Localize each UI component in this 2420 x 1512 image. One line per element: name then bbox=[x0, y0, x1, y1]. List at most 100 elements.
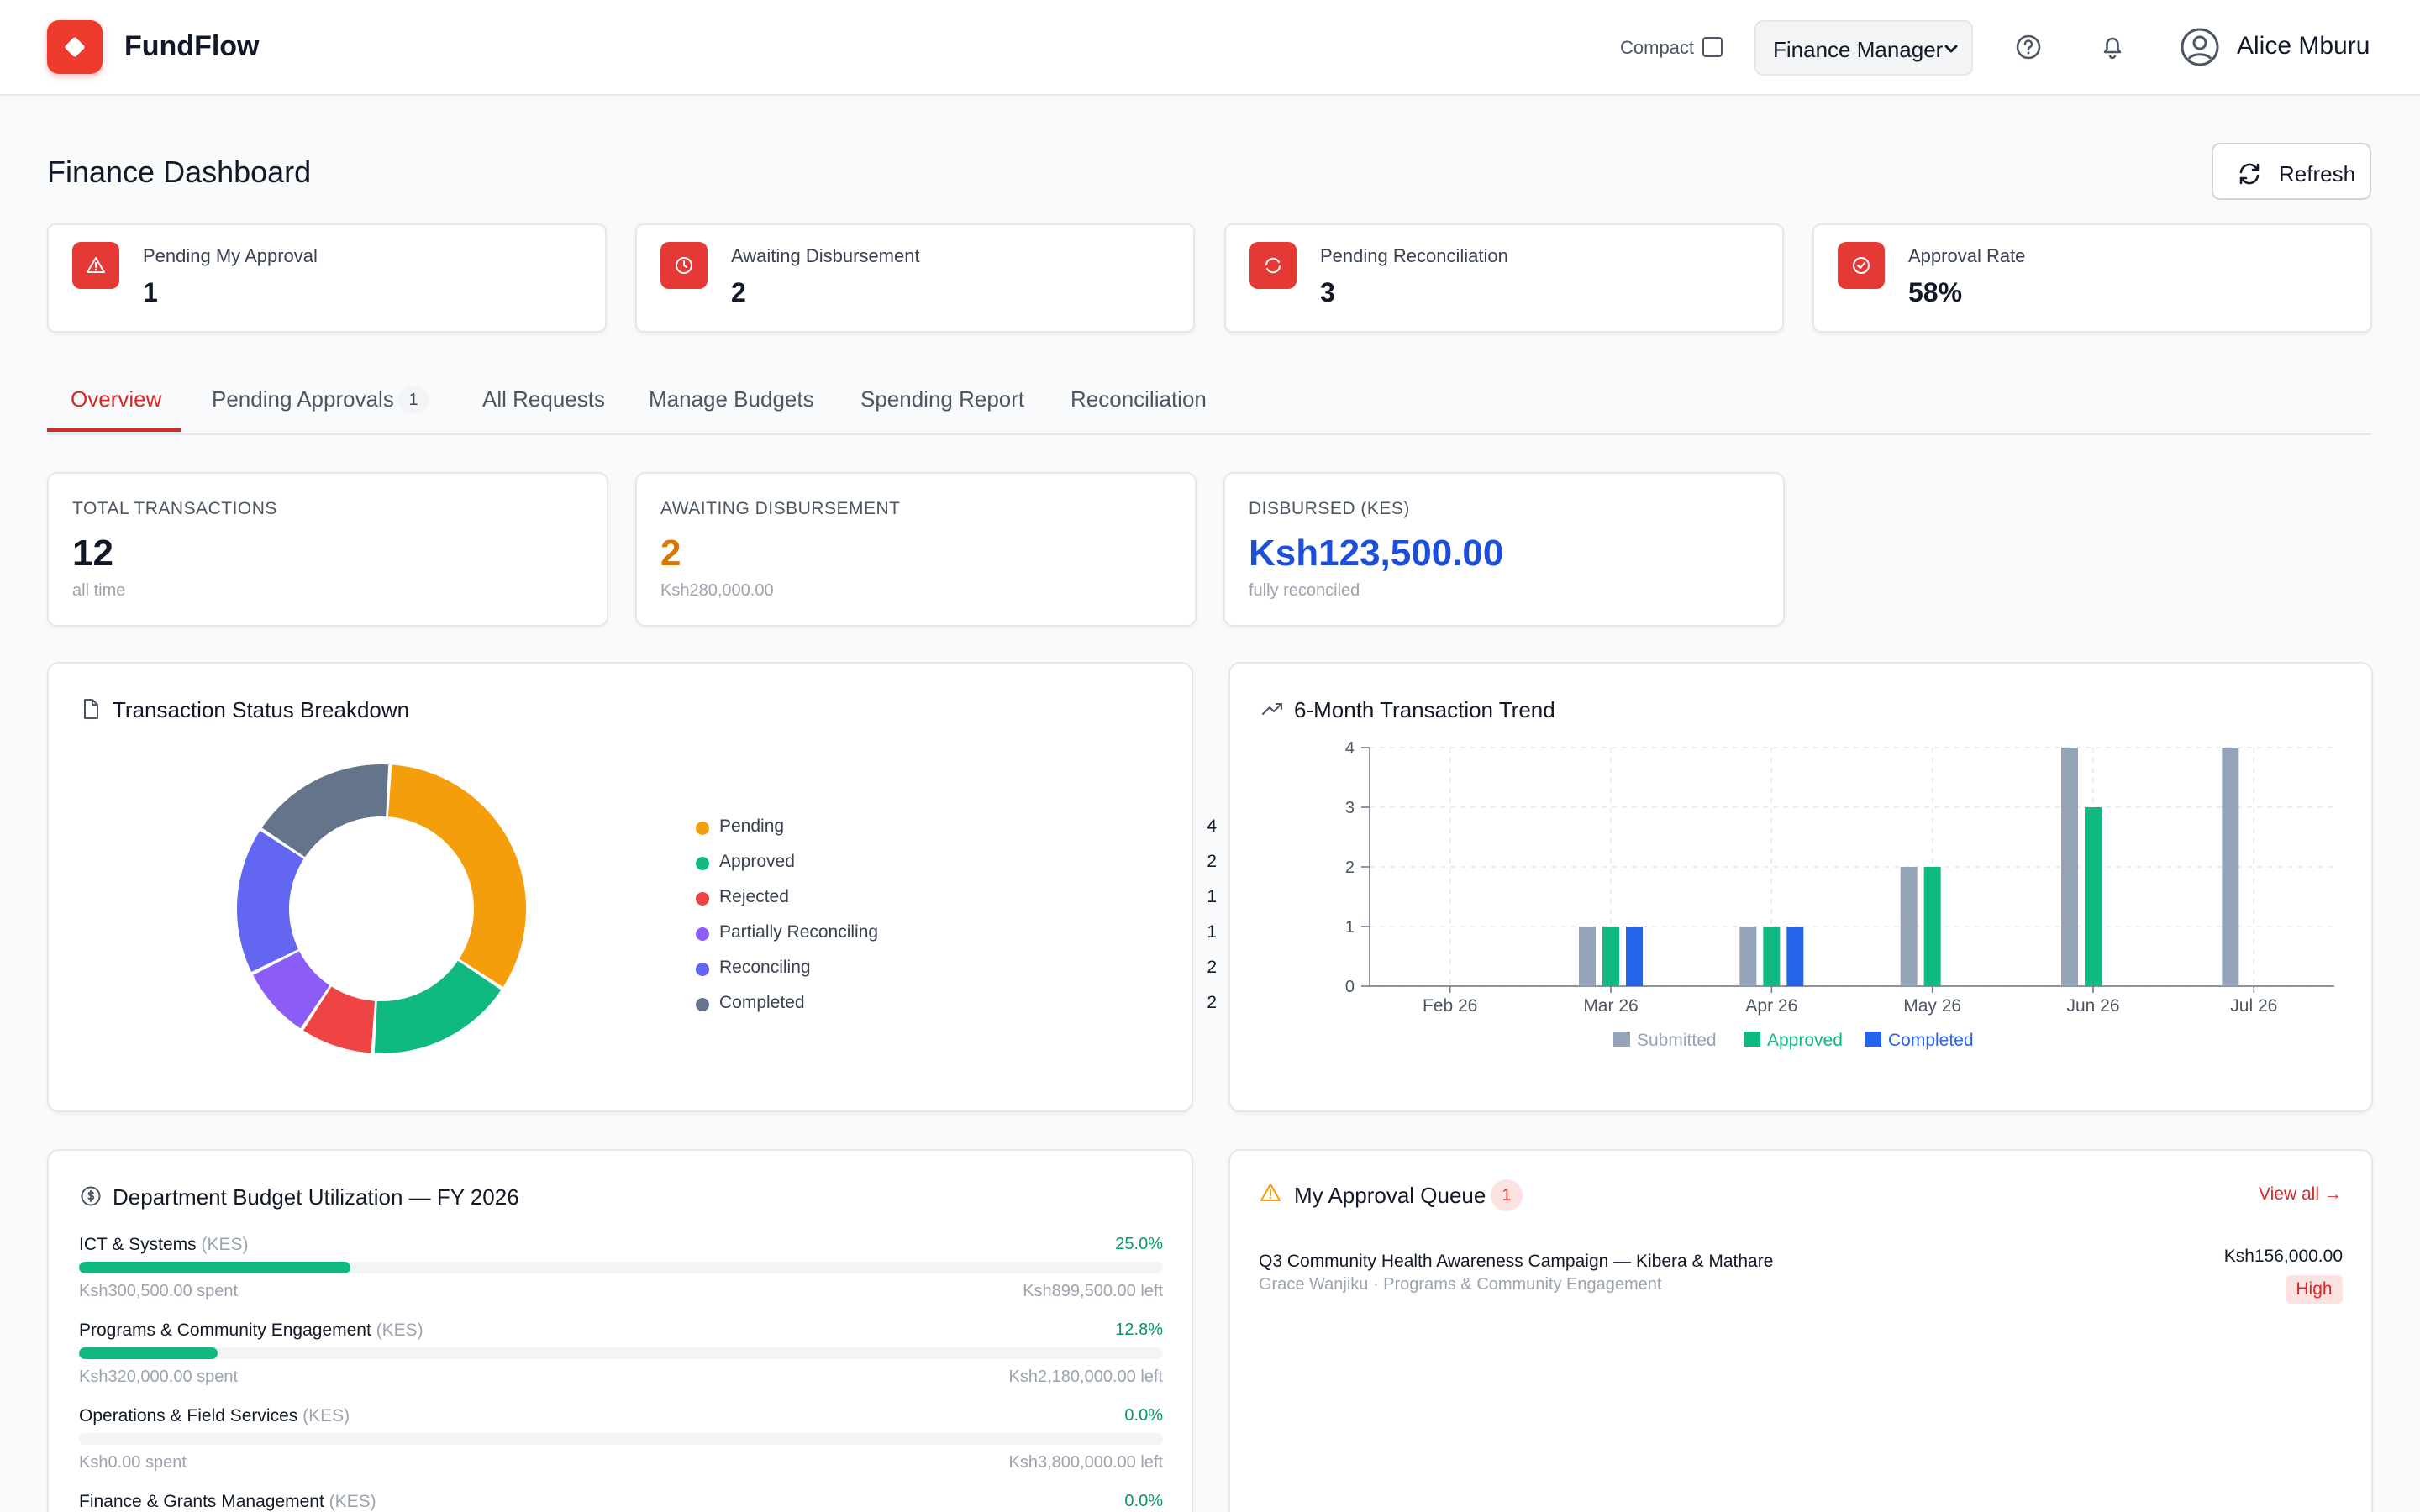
bar-approved[interactable] bbox=[1923, 867, 1941, 986]
budget-unit: (KES) bbox=[201, 1235, 249, 1254]
refresh-label: Refresh bbox=[2279, 161, 2356, 186]
budget-spent: Ksh320,000.00 spent bbox=[79, 1368, 239, 1386]
legend-count: 1 bbox=[1207, 887, 1217, 906]
donut-slice-reconciling[interactable] bbox=[237, 831, 304, 972]
legend-dot bbox=[696, 892, 709, 906]
stat-value: 3 bbox=[1320, 277, 1335, 307]
page-title: Finance Dashboard bbox=[47, 155, 312, 189]
stat-card-pending-approval[interactable]: Pending My Approval 1 bbox=[47, 223, 607, 333]
queue-item-title[interactable]: Q3 Community Health Awareness Campaign —… bbox=[1259, 1252, 1774, 1271]
tab-bar: Overview Pending Approvals 1 All Request… bbox=[47, 368, 2371, 435]
legend-swatch bbox=[1865, 1032, 1881, 1047]
legend-label: Reconciling bbox=[719, 958, 811, 977]
bar-submitted[interactable] bbox=[2222, 748, 2239, 986]
compact-checkbox[interactable] bbox=[1702, 37, 1723, 57]
trend-bar-chart: 0 1 2 3 4 Feb 26 Mar 26 Apr 26 May 26 Jun 26 Jul 2… bbox=[1345, 739, 2334, 1050]
refresh-button[interactable]: Refresh bbox=[2212, 143, 2371, 200]
stat-card-approval-rate[interactable]: Approval Rate 58% bbox=[1812, 223, 2372, 333]
legend-count: 1 bbox=[1207, 922, 1217, 942]
fundflow-logo-icon[interactable] bbox=[47, 20, 103, 74]
bar-submitted[interactable] bbox=[2061, 748, 2078, 986]
metric-label: TOTAL TRANSACTIONS bbox=[72, 499, 277, 518]
budget-unit: (KES) bbox=[302, 1406, 350, 1425]
stat-label: Approval Rate bbox=[1908, 245, 2026, 266]
role-select[interactable]: Finance Manager bbox=[1754, 20, 1973, 76]
help-circle-icon[interactable] bbox=[2012, 30, 2045, 64]
stat-value: 2 bbox=[731, 277, 746, 307]
panel-title: Department Budget Utilization — FY 2026 bbox=[113, 1184, 519, 1210]
legend-item: Partially Reconciling 1 bbox=[696, 921, 1217, 946]
legend-label: Approved bbox=[719, 852, 795, 871]
tab-active-indicator bbox=[47, 428, 182, 432]
bar-completed[interactable] bbox=[1626, 927, 1643, 986]
tab-overview[interactable]: Overview bbox=[71, 386, 162, 412]
tab-reconciliation[interactable]: Reconciliation bbox=[1071, 386, 1207, 412]
chevron-down-icon bbox=[1944, 45, 1958, 53]
budget-unit: (KES) bbox=[329, 1492, 376, 1511]
legend-swatch bbox=[1613, 1032, 1630, 1047]
metric-card-awaiting-disbursement: AWAITING DISBURSEMENT 2 Ksh280,000.00 bbox=[635, 472, 1197, 627]
view-all-link[interactable]: View all → bbox=[2259, 1184, 2342, 1204]
donut-slice-completed[interactable] bbox=[261, 764, 389, 858]
tab-all-requests[interactable]: All Requests bbox=[482, 386, 605, 412]
metric-card-total-transactions: TOTAL TRANSACTIONS 12 all time bbox=[47, 472, 608, 627]
legend-swatch bbox=[1744, 1032, 1760, 1047]
budget-unit: (KES) bbox=[376, 1320, 424, 1340]
metric-subtext: all time bbox=[72, 581, 126, 600]
check-circle-icon bbox=[1838, 242, 1885, 289]
dollar-circle-icon bbox=[81, 1186, 101, 1206]
legend-dot bbox=[696, 927, 709, 941]
legend-item: Approved 2 bbox=[696, 850, 1217, 875]
stat-card-pending-reconciliation[interactable]: Pending Reconciliation 3 bbox=[1224, 223, 1784, 333]
budget-progress-fill bbox=[79, 1262, 350, 1273]
file-icon bbox=[84, 699, 98, 719]
bell-icon[interactable] bbox=[2096, 30, 2129, 64]
bar-approved[interactable] bbox=[1602, 927, 1619, 986]
budget-progress-bar bbox=[79, 1433, 1163, 1445]
stat-label: Awaiting Disbursement bbox=[731, 245, 920, 266]
stat-label: Pending My Approval bbox=[143, 245, 318, 266]
bar-submitted[interactable] bbox=[1579, 927, 1596, 986]
metric-value: 12 bbox=[72, 533, 113, 574]
budget-item: ICT & Systems (KES) 25.0% Ksh300,500.00 … bbox=[79, 1235, 1163, 1310]
tab-spending-report[interactable]: Spending Report bbox=[860, 386, 1025, 412]
app-name: FundFlow bbox=[124, 30, 260, 62]
legend-count: 2 bbox=[1207, 993, 1217, 1012]
warning-icon bbox=[1260, 1184, 1281, 1201]
budget-percent: 0.0% bbox=[1124, 1492, 1163, 1510]
donut-slice-rejected[interactable] bbox=[303, 986, 376, 1053]
tab-manage-budgets[interactable]: Manage Budgets bbox=[649, 386, 814, 412]
legend-label: Approved bbox=[1767, 1031, 1843, 1050]
budget-name: ICT & Systems bbox=[79, 1235, 197, 1254]
x-tick-label: Mar 26 bbox=[1583, 996, 1638, 1016]
x-tick-label: Jul 26 bbox=[2230, 996, 2277, 1016]
bar-approved[interactable] bbox=[1763, 927, 1781, 986]
legend-label: Pending bbox=[719, 816, 785, 836]
budget-item: Finance & Grants Management (KES) 0.0% bbox=[79, 1492, 1163, 1512]
bar-approved[interactable] bbox=[2085, 807, 2102, 986]
user-avatar-icon[interactable] bbox=[2180, 27, 2220, 67]
approval-queue-panel bbox=[1228, 1149, 2373, 1512]
queue-item-amount: Ksh156,000.00 bbox=[2223, 1247, 2343, 1266]
top-bar: FundFlow Compact Finance Manager Alice M… bbox=[0, 0, 2420, 96]
bar-completed[interactable] bbox=[1786, 927, 1804, 986]
panel-title: Transaction Status Breakdown bbox=[113, 697, 410, 722]
budget-left: Ksh3,800,000.00 left bbox=[1008, 1453, 1163, 1472]
clock-icon bbox=[660, 242, 708, 289]
donut-slice-pending[interactable] bbox=[387, 764, 526, 987]
metric-label: DISBURSED (KES) bbox=[1249, 499, 1410, 518]
y-tick-label: 1 bbox=[1345, 918, 1355, 937]
user-name[interactable]: Alice Mburu bbox=[2237, 32, 2370, 60]
legend-label: Partially Reconciling bbox=[719, 922, 879, 942]
budget-progress-fill bbox=[79, 1347, 218, 1359]
x-tick-label: Jun 26 bbox=[2066, 996, 2119, 1016]
stat-card-awaiting-disbursement[interactable]: Awaiting Disbursement 2 bbox=[635, 223, 1195, 333]
y-tick-label: 0 bbox=[1345, 978, 1355, 996]
tab-pending-approvals[interactable]: Pending Approvals bbox=[212, 386, 394, 412]
donut-slice-approved[interactable] bbox=[374, 960, 502, 1053]
donut-slice-partially-reconciling[interactable] bbox=[253, 951, 330, 1029]
bar-submitted[interactable] bbox=[1900, 867, 1918, 986]
legend-count: 2 bbox=[1207, 852, 1217, 871]
bar-submitted[interactable] bbox=[1739, 927, 1757, 986]
stat-value: 1 bbox=[143, 277, 158, 307]
